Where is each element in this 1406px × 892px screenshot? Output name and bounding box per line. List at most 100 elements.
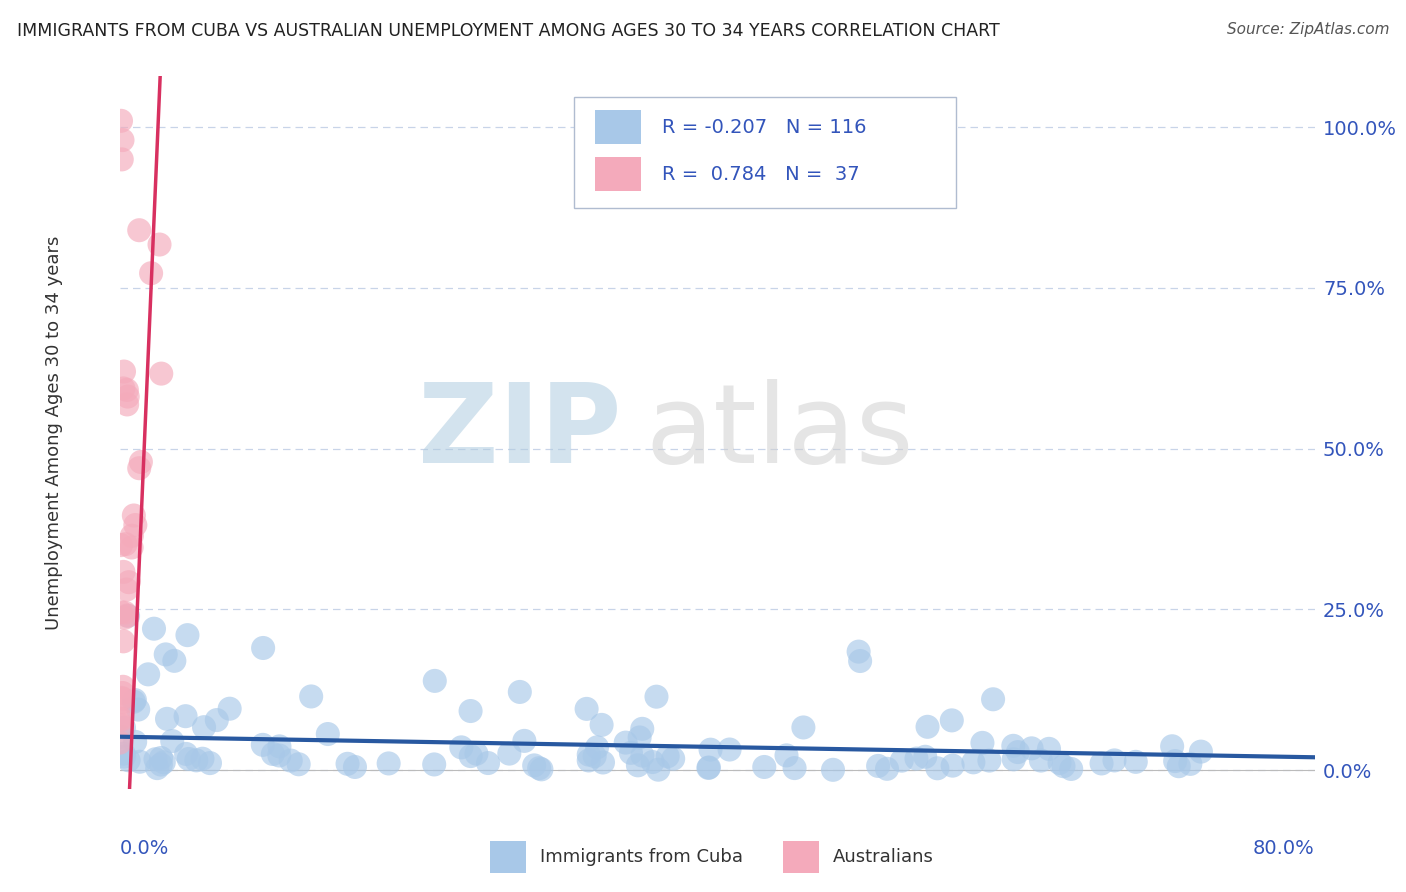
Point: [631, 722, 654, 736]
Point: [128, 755, 150, 769]
Point: [316, 727, 339, 741]
Point: [1090, 756, 1112, 771]
Point: [523, 758, 546, 772]
Point: [118, 575, 141, 590]
Point: [127, 702, 149, 716]
Point: [111, 133, 134, 147]
Point: [754, 760, 776, 774]
Point: [614, 736, 637, 750]
Point: [460, 749, 482, 764]
Point: [718, 742, 741, 756]
Point: [578, 754, 600, 768]
Point: [592, 756, 614, 770]
Point: [110, 605, 132, 619]
Point: [129, 455, 152, 469]
Point: [927, 761, 949, 775]
Point: [176, 628, 198, 642]
Point: [191, 752, 214, 766]
Point: [645, 690, 668, 704]
Point: [620, 746, 643, 760]
Point: [121, 529, 143, 543]
Point: [941, 714, 963, 728]
Point: [152, 756, 174, 770]
Point: [628, 731, 651, 745]
Point: [498, 747, 520, 761]
Point: [477, 756, 499, 770]
Point: [1007, 745, 1029, 759]
Point: [110, 730, 132, 744]
Text: Immigrants from Cuba: Immigrants from Cuba: [540, 848, 744, 866]
Point: [1052, 759, 1074, 773]
FancyBboxPatch shape: [491, 841, 526, 873]
Point: [112, 749, 135, 764]
Text: 0.0%: 0.0%: [120, 839, 169, 858]
Point: [111, 712, 134, 726]
Point: [110, 712, 132, 726]
Point: [591, 718, 613, 732]
Point: [112, 365, 135, 379]
Point: [578, 747, 600, 762]
Point: [122, 695, 145, 709]
Text: Unemployment Among Ages 30 to 34 years: Unemployment Among Ages 30 to 34 years: [45, 235, 63, 630]
Point: [1104, 753, 1126, 767]
Point: [1161, 739, 1184, 754]
Point: [1049, 756, 1071, 770]
Point: [269, 739, 291, 754]
Point: [122, 508, 145, 523]
Text: atlas: atlas: [645, 379, 914, 486]
Point: [647, 763, 669, 777]
Point: [775, 748, 797, 763]
Point: [1002, 739, 1025, 753]
Point: [252, 640, 274, 655]
Point: [117, 753, 139, 767]
Point: [177, 752, 200, 766]
Point: [121, 541, 143, 555]
Point: [972, 736, 994, 750]
Point: [145, 752, 167, 766]
Point: [174, 747, 197, 761]
Point: [117, 608, 139, 623]
Point: [657, 749, 679, 764]
Point: [465, 747, 488, 761]
Point: [423, 673, 446, 688]
Point: [460, 704, 482, 718]
Point: [124, 693, 146, 707]
Point: [150, 751, 173, 765]
Point: [530, 762, 553, 776]
FancyBboxPatch shape: [595, 110, 641, 145]
Point: [821, 763, 844, 777]
Point: [186, 753, 208, 767]
Point: [627, 758, 650, 772]
Point: [962, 756, 984, 770]
Point: [108, 736, 131, 750]
Point: [981, 692, 1004, 706]
Point: [150, 367, 173, 381]
Point: [575, 702, 598, 716]
Text: R =  0.784   N =  37: R = 0.784 N = 37: [662, 165, 859, 184]
Point: [1167, 759, 1189, 773]
Point: [697, 761, 720, 775]
Point: [115, 582, 138, 597]
Point: [299, 690, 322, 704]
Text: Australians: Australians: [832, 848, 934, 866]
Point: [792, 721, 814, 735]
Point: [917, 720, 939, 734]
Text: ZIP: ZIP: [418, 379, 621, 486]
Point: [450, 740, 472, 755]
Point: [114, 537, 136, 551]
Point: [115, 608, 138, 623]
Point: [117, 390, 139, 404]
Point: [423, 757, 446, 772]
Point: [876, 762, 898, 776]
Point: [114, 606, 136, 620]
Text: R = -0.207   N = 116: R = -0.207 N = 116: [662, 118, 866, 136]
Point: [252, 738, 274, 752]
Point: [193, 720, 215, 734]
FancyBboxPatch shape: [783, 841, 818, 873]
Point: [160, 734, 183, 748]
Point: [662, 752, 685, 766]
Point: [343, 760, 366, 774]
Point: [914, 749, 936, 764]
Point: [112, 381, 135, 395]
Point: [280, 754, 302, 768]
